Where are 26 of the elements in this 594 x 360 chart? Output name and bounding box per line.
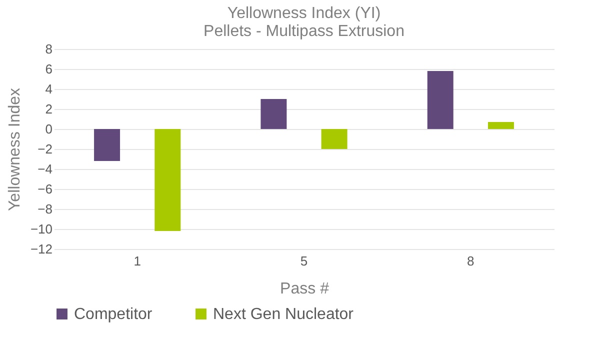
bar: [488, 122, 514, 129]
y-tick-label: −8: [38, 202, 52, 216]
legend-label: Competitor: [74, 306, 153, 323]
y-tick-label: 2: [45, 102, 52, 116]
bar: [321, 129, 348, 149]
chart-title: Yellowness Index (YI): [227, 5, 381, 22]
x-axis-title: Pass #: [280, 280, 330, 298]
y-tick-label: −12: [30, 242, 52, 256]
y-axis-title: Yellowness Index: [6, 88, 24, 212]
y-tick-label: 0: [45, 122, 52, 136]
bar: [427, 71, 454, 129]
y-tick-label: −4: [38, 162, 52, 176]
y-tick-label: −2: [38, 142, 52, 156]
y-tick-label: 8: [45, 42, 52, 56]
x-tick-label: 5: [300, 254, 308, 268]
y-tick-label: −10: [30, 222, 52, 236]
x-tick-label: 8: [467, 254, 474, 268]
bar: [260, 99, 287, 129]
y-tick-label: 4: [45, 82, 52, 96]
legend-label: Next Gen Nucleator: [213, 306, 354, 323]
y-tick-label: −6: [38, 182, 52, 196]
chart-subtitle: Pellets - Multipass Extrusion: [204, 23, 404, 40]
y-tick-label: 6: [45, 62, 52, 76]
bar: [154, 129, 181, 231]
x-tick-label: 1: [134, 254, 141, 268]
bar: [94, 129, 120, 161]
